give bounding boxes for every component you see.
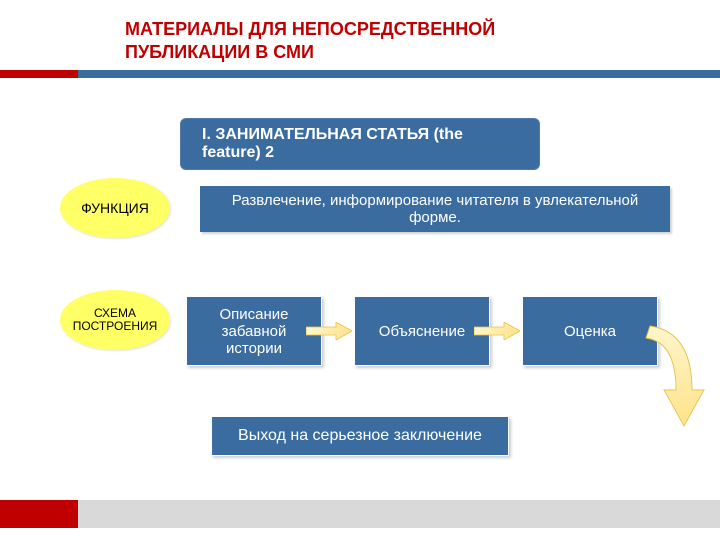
function-label: ФУНКЦИЯ — [81, 201, 149, 216]
footer-band — [0, 500, 720, 528]
schema-step-2: Объяснение — [354, 296, 490, 366]
section-heading: I. ЗАНИМАТЕЛЬНАЯ СТАТЬЯ (the feature) 2 — [180, 118, 540, 170]
schema-label-ellipse: СХЕМА ПОСТРОЕНИЯ — [60, 290, 170, 350]
schema-step-3: Оценка — [522, 296, 658, 366]
header-band-left — [0, 70, 78, 78]
arrow-right-icon — [474, 322, 520, 340]
footer-band-right — [78, 500, 720, 528]
header-band — [0, 70, 720, 78]
schema-step-1: Описание забавной истории — [186, 296, 322, 366]
schema-label: СХЕМА ПОСТРОЕНИЯ — [60, 307, 170, 332]
schema-row: СХЕМА ПОСТРОЕНИЯ Описание забавной истор… — [66, 290, 686, 380]
function-row: ФУНКЦИЯ Развлечение, информирование чита… — [60, 178, 670, 248]
footer-band-left — [0, 500, 78, 528]
arrow-right-icon — [306, 322, 352, 340]
schema-conclusion: Выход на серьезное заключение — [211, 416, 509, 456]
function-label-ellipse: ФУНКЦИЯ — [60, 178, 170, 238]
page-title: МАТЕРИАЛЫ ДЛЯ НЕПОСРЕДСТВЕННОЙ ПУБЛИКАЦИ… — [125, 18, 625, 63]
header-band-right — [78, 70, 720, 78]
arrow-curved-down-icon — [640, 320, 710, 440]
function-description: Развлечение, информирование читателя в у… — [200, 186, 670, 232]
